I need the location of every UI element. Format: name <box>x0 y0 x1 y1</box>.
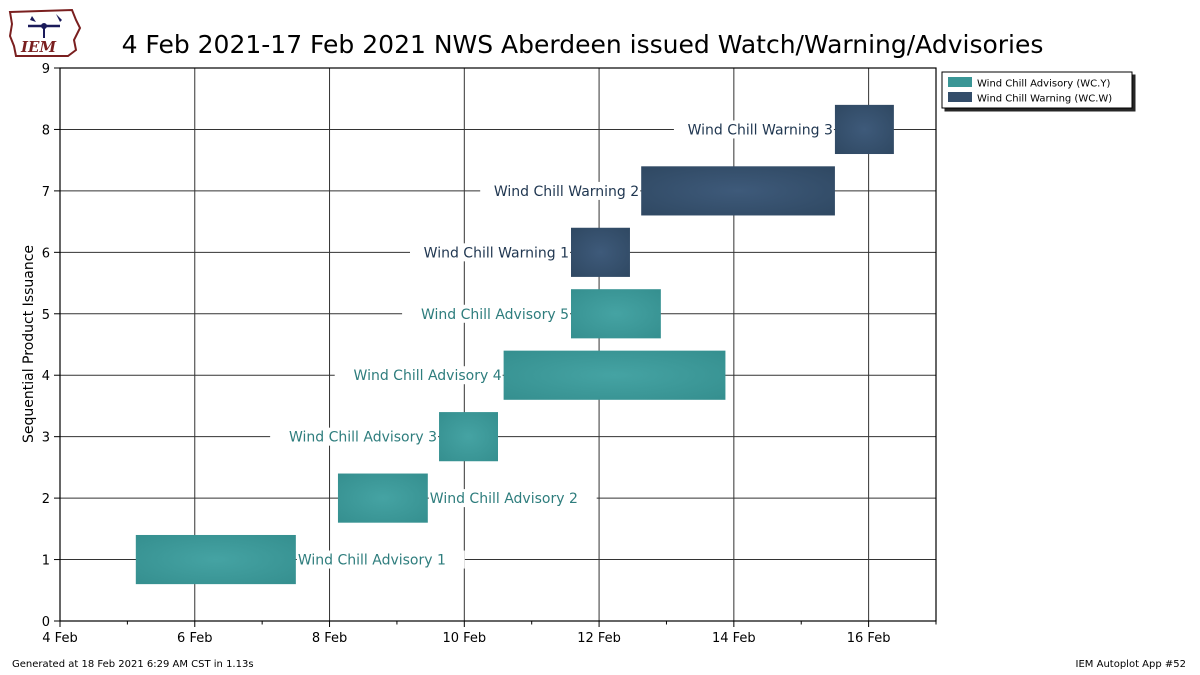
event-label: Wind Chill Advisory 3 <box>289 430 437 446</box>
advisory-bar <box>571 289 661 339</box>
event-label-bg <box>410 243 570 262</box>
x-tick-label: 8 Feb <box>312 631 347 646</box>
y-tick-label: 3 <box>42 431 50 446</box>
x-tick-label: 10 Feb <box>442 631 486 646</box>
event-label-bg <box>334 366 503 385</box>
event-label-bg <box>270 427 439 446</box>
event-label-bg <box>673 120 834 139</box>
event-label-bg <box>402 304 570 323</box>
warning-bar <box>571 227 630 277</box>
event-label: Wind Chill Warning 1 <box>424 245 569 261</box>
x-tick-label: 12 Feb <box>577 631 621 646</box>
y-tick-label: 2 <box>42 492 50 507</box>
y-axis-label: Sequential Product Issuance <box>21 245 37 443</box>
y-tick-label: 8 <box>42 123 50 138</box>
x-tick-label: 4 Feb <box>42 631 77 646</box>
legend-swatch <box>948 77 972 87</box>
event-label: Wind Chill Advisory 4 <box>354 368 502 384</box>
warning-bar <box>834 104 894 155</box>
logo-text: IEM <box>20 38 56 56</box>
legend: Wind Chill Advisory (WC.Y) Wind Chill War… <box>941 71 1133 109</box>
event-label: Wind Chill Advisory 2 <box>430 491 578 507</box>
y-tick-label: 4 <box>42 369 50 384</box>
event-label: Wind Chill Advisory 5 <box>421 307 569 323</box>
x-tick-label: 6 Feb <box>177 631 212 646</box>
plot-frame <box>59 67 937 622</box>
chart-title: 4 Feb 2021-17 Feb 2021 NWS Aberdeen issu… <box>121 30 1044 59</box>
x-tick-label: 16 Feb <box>847 631 891 646</box>
y-tick-label: 1 <box>42 554 50 569</box>
warning-bar <box>641 166 835 216</box>
iem-logo: IEM <box>6 6 82 60</box>
app-id-label: IEM Autoplot App #52 <box>1075 659 1186 670</box>
advisory-bar <box>503 350 726 400</box>
y-tick-label: 7 <box>42 185 50 200</box>
event-bars: Wind Chill Advisory 1 Wind Chill Advisory… <box>135 104 894 585</box>
y-tick-label: 6 <box>42 246 50 261</box>
legend-box <box>941 71 1133 109</box>
y-tick-label: 9 <box>42 62 50 77</box>
legend-label: Wind Chill Advisory (WC.Y) <box>977 79 1110 90</box>
x-tick-label: 14 Feb <box>712 631 756 646</box>
y-tick-label: 5 <box>42 308 50 323</box>
event-label-bg <box>480 181 641 200</box>
legend-swatch <box>948 92 972 102</box>
legend-label: Wind Chill Warning (WC.W) <box>977 94 1112 105</box>
advisory-bar <box>135 534 296 585</box>
generated-timestamp: Generated at 18 Feb 2021 6:29 AM CST in … <box>12 659 254 670</box>
event-label-bg <box>428 489 597 508</box>
advisory-bar <box>439 412 498 462</box>
advisory-bar <box>337 473 428 523</box>
event-label-bg <box>296 550 465 569</box>
event-label: Wind Chill Advisory 1 <box>298 553 446 569</box>
event-label: Wind Chill Warning 3 <box>688 122 833 138</box>
axes: 4 Feb 6 Feb 8 Feb 10 Feb 12 Feb 14 Feb 16 Feb 0… <box>42 62 937 646</box>
event-label: Wind Chill Warning 2 <box>494 184 639 200</box>
y-tick-label: 0 <box>42 615 50 630</box>
